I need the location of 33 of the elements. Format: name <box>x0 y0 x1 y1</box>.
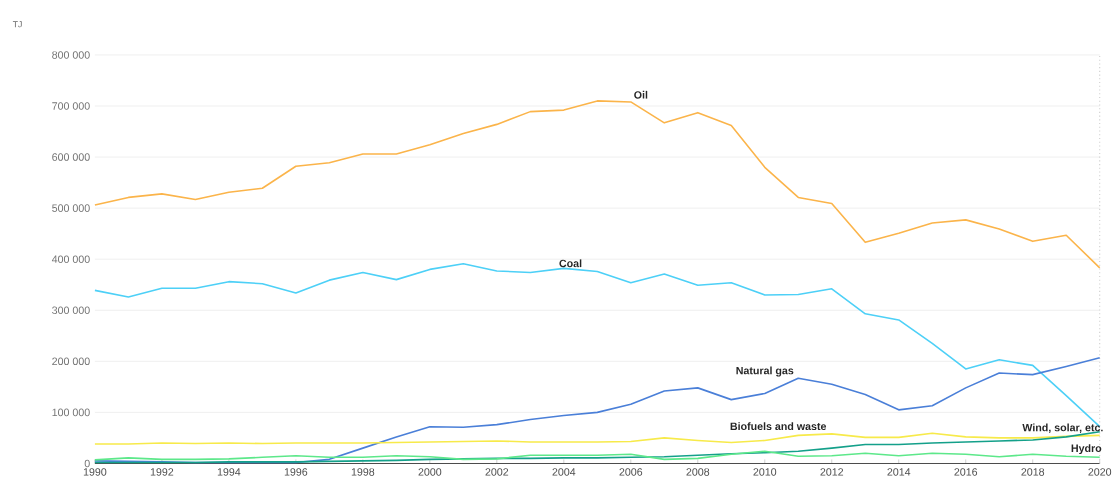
x-tick-label: 2004 <box>552 467 576 476</box>
x-tick-label: 2002 <box>485 467 509 476</box>
x-tick-label: 2010 <box>753 467 777 476</box>
series-label: Wind, solar, etc. <box>1022 423 1103 433</box>
y-tick-label: 800 000 <box>52 50 90 59</box>
series-label: Biofuels and waste <box>730 422 827 430</box>
x-tick-label: 1990 <box>83 467 107 476</box>
series-label: Coal <box>559 259 582 267</box>
x-tick-label: 2000 <box>418 467 442 476</box>
y-tick-label: 600 000 <box>52 153 90 161</box>
y-tick-label: 200 000 <box>52 357 90 365</box>
x-tick-label: 1996 <box>284 467 308 476</box>
x-tick-label: 2018 <box>1021 467 1045 476</box>
x-tick-label: 1992 <box>150 467 174 476</box>
line-series <box>94 99 1101 269</box>
x-tick-label: 1994 <box>217 467 241 476</box>
x-tick-label: 2020 <box>1088 467 1112 476</box>
series-label: Oil <box>634 90 648 99</box>
x-tick-label: 2006 <box>619 467 643 476</box>
x-tick-label: 2016 <box>954 467 978 476</box>
y-tick-label: 300 000 <box>52 306 90 314</box>
y-tick-label: 0 <box>84 459 90 468</box>
x-tick-label: 2008 <box>686 467 710 476</box>
series-label: Hydro <box>1071 443 1102 454</box>
x-tick-label: 1998 <box>351 467 375 476</box>
y-tick-label: 100 000 <box>52 408 90 416</box>
x-tick-label: 2014 <box>887 467 911 476</box>
x-tick-label: 2012 <box>820 467 844 476</box>
series-label: Natural gas <box>736 366 794 377</box>
y-tick-label: 500 000 <box>52 204 90 212</box>
y-axis-title: TJ <box>12 21 22 28</box>
y-tick-label: 700 000 <box>52 102 90 110</box>
y-tick-label: 400 000 <box>51 255 90 263</box>
